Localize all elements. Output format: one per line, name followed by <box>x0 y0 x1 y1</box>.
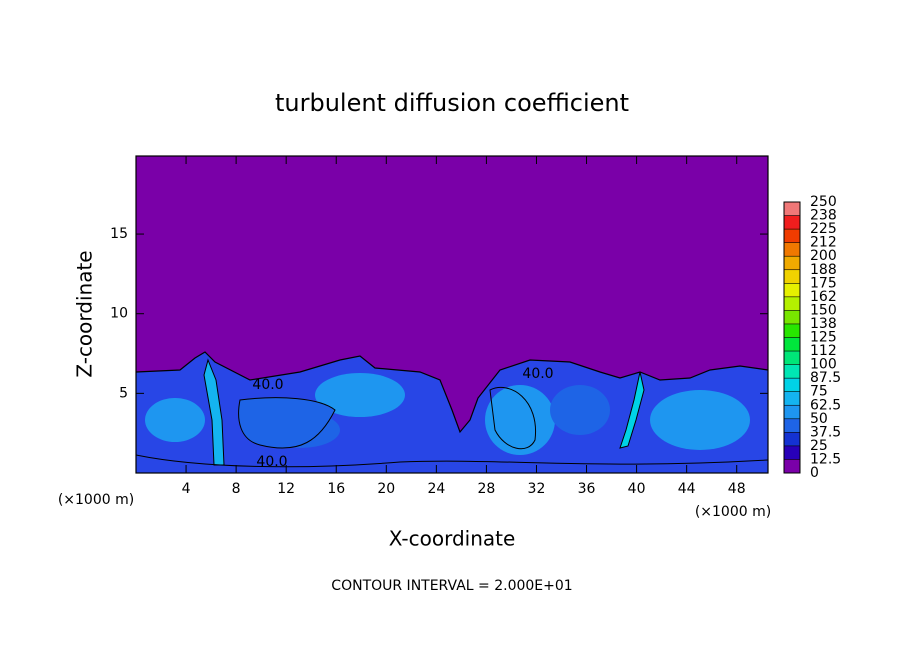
y-tick-label: 10 <box>110 306 128 322</box>
colorbar-label: 212 <box>810 235 837 251</box>
colorbar-label: 138 <box>810 316 837 332</box>
colorbar-label: 75 <box>810 384 828 400</box>
field-streak <box>619 371 645 449</box>
y-tick-label: 15 <box>110 226 128 242</box>
colorbar-segment <box>784 337 800 352</box>
field-blob <box>550 385 610 435</box>
colorbar-label: 250 <box>810 194 837 210</box>
footer: CONTOUR INTERVAL = 2.000E+01 <box>331 578 572 594</box>
colorbar-segment <box>784 323 800 338</box>
x-tick-label: 36 <box>578 481 596 497</box>
field-blob <box>650 390 750 450</box>
colorbar-label: 112 <box>810 343 837 359</box>
colorbar-segment <box>784 432 800 446</box>
contour-line <box>489 387 536 450</box>
colorbar-label: 37.5 <box>810 424 841 440</box>
field-blob <box>315 373 405 417</box>
colorbar-label: 175 <box>810 275 837 291</box>
y-tick-label: 5 <box>119 385 128 401</box>
y-unit-label: (×1000 m) <box>58 492 134 508</box>
colorbar-segment <box>784 269 800 284</box>
colorbar-label: 12.5 <box>810 451 841 467</box>
x-tick-label: 16 <box>327 481 345 497</box>
colorbar-label: 225 <box>810 221 837 237</box>
colorbar-segment <box>784 242 800 257</box>
field <box>135 156 769 473</box>
x-tick-label: 40 <box>628 481 646 497</box>
colorbar-segment <box>784 351 800 365</box>
colorbar-label: 0 <box>810 465 819 481</box>
colorbar-label: 188 <box>810 262 837 278</box>
x-tick-label: 28 <box>478 481 496 497</box>
x-tick-label: 12 <box>277 481 295 497</box>
colorbar-segment <box>784 296 800 311</box>
colorbar-label: 25 <box>810 438 828 454</box>
colorbar-segment <box>784 202 800 216</box>
contour-label: 40.0 <box>256 454 287 470</box>
x-unit-label: (×1000 m) <box>695 504 771 520</box>
colorbar-segment <box>784 256 800 270</box>
colorbar-label: 87.5 <box>810 370 841 386</box>
colorbar-segment <box>784 215 800 230</box>
colorbar-segment <box>784 229 800 243</box>
contour-label: 40.0 <box>522 366 553 382</box>
field-blob <box>145 398 205 442</box>
contour-label: 40.0 <box>252 377 283 393</box>
colorbar-segment <box>784 445 800 460</box>
colorbar-segment <box>784 405 800 419</box>
colorbar-segment <box>784 283 800 297</box>
x-tick-label: 20 <box>377 481 395 497</box>
colorbar-segment <box>784 459 800 473</box>
colorbar-label: 100 <box>810 357 837 373</box>
contour-line <box>135 454 769 468</box>
plot-frame <box>135 155 769 474</box>
x-tick-label: 44 <box>678 481 696 497</box>
x-tick-label: 48 <box>728 481 746 497</box>
colorbar-label: 125 <box>810 330 837 346</box>
colorbar-label: 200 <box>810 248 837 264</box>
x-tick-label: 32 <box>528 481 546 497</box>
x-tick-label: 4 <box>182 481 191 497</box>
colorbar-segment <box>784 378 800 392</box>
colorbar-segment <box>784 391 800 406</box>
x-axis-label: X-coordinate <box>389 527 516 551</box>
colorbar-label: 62.5 <box>810 397 841 413</box>
colorbar-label: 162 <box>810 289 837 305</box>
x-tick-label: 8 <box>232 481 241 497</box>
colorbar-segment <box>784 418 800 433</box>
y-axis-label: Z-coordinate <box>73 250 97 377</box>
field-blob <box>485 385 555 455</box>
colorbar-label: 150 <box>810 302 837 318</box>
x-tick-label: 24 <box>427 481 445 497</box>
colorbar-label: 238 <box>810 208 837 224</box>
colorbar-segment <box>784 310 800 324</box>
contour-line <box>135 351 769 434</box>
contour-line <box>238 397 336 449</box>
colorbar-label: 50 <box>810 411 828 427</box>
colorbar-segment <box>784 364 800 379</box>
chart-title: turbulent diffusion coefficient <box>275 89 629 117</box>
